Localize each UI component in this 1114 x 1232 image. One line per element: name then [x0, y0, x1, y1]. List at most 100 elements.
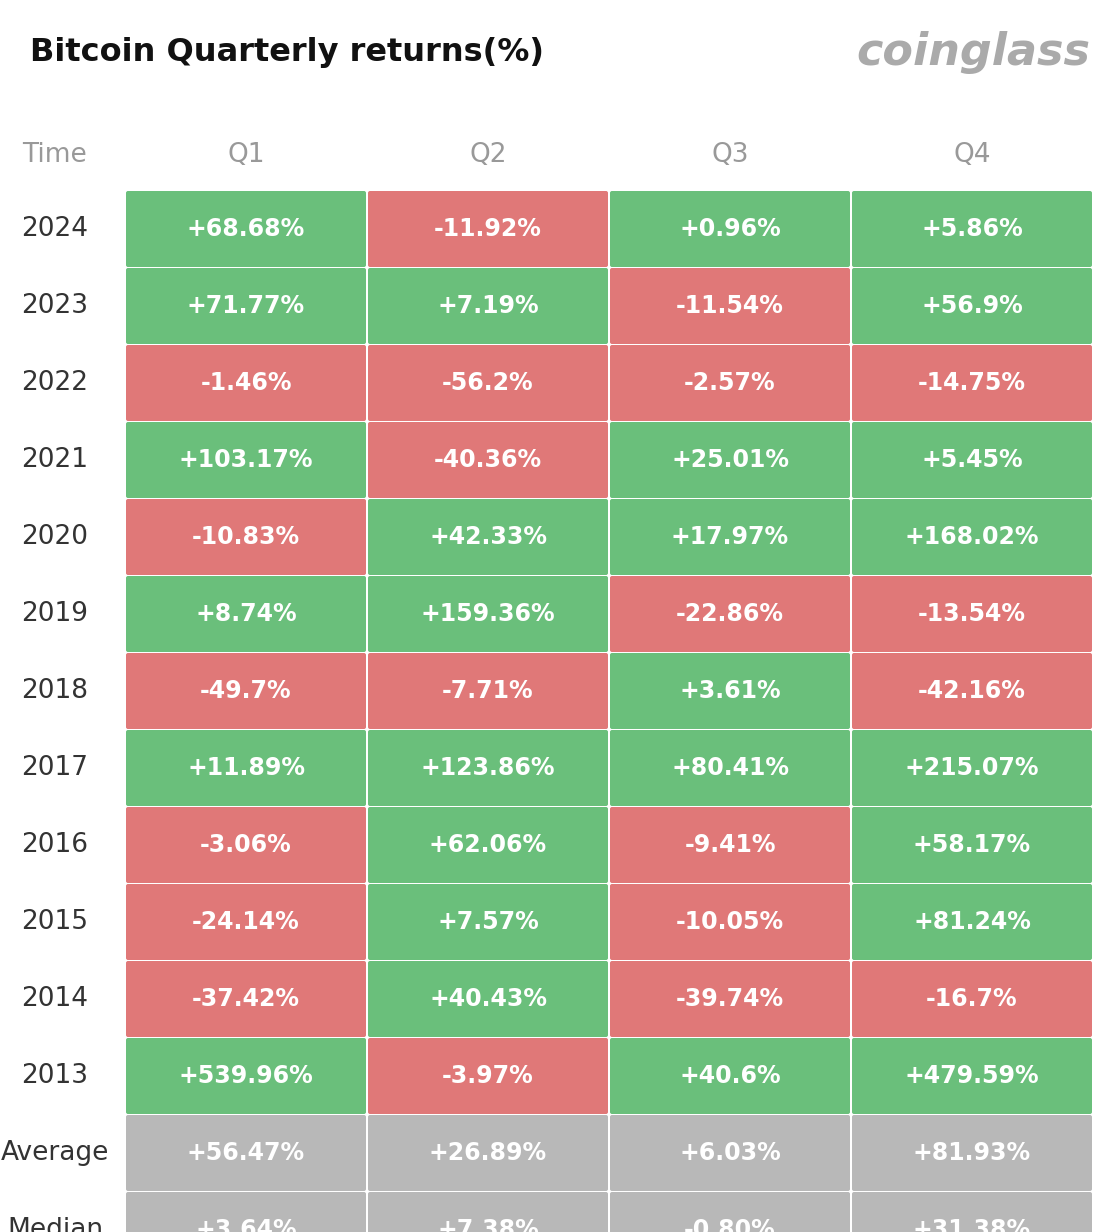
Text: +56.9%: +56.9% — [921, 294, 1023, 318]
Text: +17.97%: +17.97% — [671, 525, 789, 549]
Text: 2017: 2017 — [21, 755, 88, 781]
FancyBboxPatch shape — [368, 1115, 608, 1191]
Text: Median: Median — [7, 1217, 104, 1232]
Text: -22.86%: -22.86% — [676, 602, 784, 626]
Text: +5.45%: +5.45% — [921, 448, 1023, 472]
FancyBboxPatch shape — [126, 191, 367, 267]
FancyBboxPatch shape — [368, 423, 608, 498]
FancyBboxPatch shape — [610, 345, 850, 421]
Text: -16.7%: -16.7% — [926, 987, 1018, 1011]
Text: +11.89%: +11.89% — [187, 756, 305, 780]
FancyBboxPatch shape — [126, 885, 367, 960]
Text: +56.47%: +56.47% — [187, 1141, 305, 1165]
Text: +215.07%: +215.07% — [905, 756, 1039, 780]
FancyBboxPatch shape — [610, 499, 850, 575]
Text: -9.41%: -9.41% — [684, 833, 775, 857]
Text: 2023: 2023 — [21, 293, 88, 319]
Text: -42.16%: -42.16% — [918, 679, 1026, 703]
Text: -11.54%: -11.54% — [676, 294, 784, 318]
Text: -40.36%: -40.36% — [434, 448, 543, 472]
Text: -24.14%: -24.14% — [192, 910, 300, 934]
Text: +7.38%: +7.38% — [437, 1218, 539, 1232]
Text: 2022: 2022 — [21, 370, 88, 395]
FancyBboxPatch shape — [610, 961, 850, 1037]
FancyBboxPatch shape — [610, 885, 850, 960]
FancyBboxPatch shape — [368, 961, 608, 1037]
Text: +168.02%: +168.02% — [905, 525, 1039, 549]
Text: Q1: Q1 — [227, 142, 265, 168]
Text: +40.43%: +40.43% — [429, 987, 547, 1011]
Text: Time: Time — [22, 142, 87, 168]
Text: Q3: Q3 — [711, 142, 749, 168]
FancyBboxPatch shape — [126, 653, 367, 729]
Text: +58.17%: +58.17% — [913, 833, 1032, 857]
Text: -13.54%: -13.54% — [918, 602, 1026, 626]
Text: +539.96%: +539.96% — [178, 1064, 313, 1088]
Text: Bitcoin Quarterly returns(%): Bitcoin Quarterly returns(%) — [30, 37, 544, 68]
Text: +3.64%: +3.64% — [195, 1218, 296, 1232]
Text: 2016: 2016 — [21, 832, 88, 857]
FancyBboxPatch shape — [368, 191, 608, 267]
Text: 2014: 2014 — [21, 986, 88, 1011]
Text: -11.92%: -11.92% — [434, 217, 541, 241]
Text: -3.06%: -3.06% — [201, 833, 292, 857]
Text: 2020: 2020 — [21, 524, 88, 549]
FancyBboxPatch shape — [126, 807, 367, 883]
Text: -1.46%: -1.46% — [201, 371, 292, 395]
FancyBboxPatch shape — [852, 577, 1092, 652]
FancyBboxPatch shape — [852, 1193, 1092, 1232]
FancyBboxPatch shape — [368, 885, 608, 960]
FancyBboxPatch shape — [126, 577, 367, 652]
FancyBboxPatch shape — [852, 423, 1092, 498]
FancyBboxPatch shape — [126, 1039, 367, 1114]
Text: +6.03%: +6.03% — [680, 1141, 781, 1165]
Text: +81.93%: +81.93% — [913, 1141, 1032, 1165]
Text: 2013: 2013 — [21, 1063, 88, 1089]
FancyBboxPatch shape — [610, 577, 850, 652]
FancyBboxPatch shape — [852, 807, 1092, 883]
FancyBboxPatch shape — [368, 807, 608, 883]
Text: -10.83%: -10.83% — [192, 525, 300, 549]
Text: +68.68%: +68.68% — [187, 217, 305, 241]
FancyBboxPatch shape — [852, 1039, 1092, 1114]
FancyBboxPatch shape — [126, 345, 367, 421]
FancyBboxPatch shape — [126, 731, 367, 806]
FancyBboxPatch shape — [852, 345, 1092, 421]
FancyBboxPatch shape — [610, 423, 850, 498]
Text: +40.6%: +40.6% — [680, 1064, 781, 1088]
Text: +71.77%: +71.77% — [187, 294, 305, 318]
Text: coinglass: coinglass — [856, 31, 1089, 74]
Text: -56.2%: -56.2% — [442, 371, 534, 395]
Text: +3.61%: +3.61% — [680, 679, 781, 703]
Text: +80.41%: +80.41% — [671, 756, 789, 780]
FancyBboxPatch shape — [852, 653, 1092, 729]
Text: +479.59%: +479.59% — [905, 1064, 1039, 1088]
Text: 2019: 2019 — [21, 601, 88, 627]
FancyBboxPatch shape — [610, 807, 850, 883]
FancyBboxPatch shape — [368, 577, 608, 652]
Text: -7.71%: -7.71% — [442, 679, 534, 703]
Text: +159.36%: +159.36% — [421, 602, 555, 626]
Text: -37.42%: -37.42% — [192, 987, 300, 1011]
FancyBboxPatch shape — [852, 1115, 1092, 1191]
Text: +42.33%: +42.33% — [429, 525, 547, 549]
FancyBboxPatch shape — [368, 653, 608, 729]
Text: +26.89%: +26.89% — [429, 1141, 547, 1165]
FancyBboxPatch shape — [610, 1193, 850, 1232]
Text: -14.75%: -14.75% — [918, 371, 1026, 395]
FancyBboxPatch shape — [852, 731, 1092, 806]
Text: -3.97%: -3.97% — [442, 1064, 534, 1088]
Text: +25.01%: +25.01% — [671, 448, 789, 472]
Text: +8.74%: +8.74% — [195, 602, 296, 626]
FancyBboxPatch shape — [610, 191, 850, 267]
Text: Average: Average — [1, 1140, 109, 1165]
Text: +81.24%: +81.24% — [913, 910, 1030, 934]
FancyBboxPatch shape — [126, 961, 367, 1037]
Text: +31.38%: +31.38% — [913, 1218, 1032, 1232]
Text: -10.05%: -10.05% — [676, 910, 784, 934]
FancyBboxPatch shape — [126, 1115, 367, 1191]
FancyBboxPatch shape — [610, 1039, 850, 1114]
FancyBboxPatch shape — [852, 191, 1092, 267]
FancyBboxPatch shape — [368, 499, 608, 575]
Text: 2021: 2021 — [21, 447, 88, 473]
